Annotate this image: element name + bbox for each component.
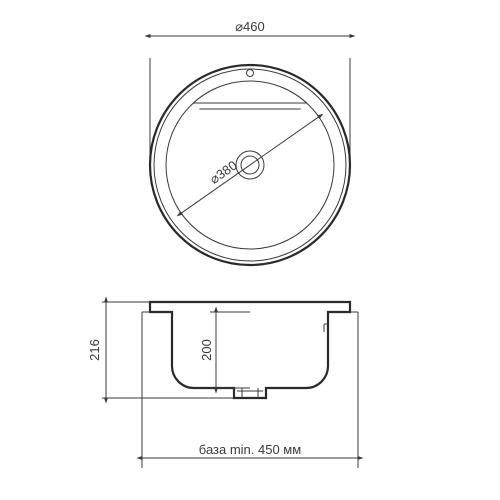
plan-view: [150, 36, 350, 265]
svg-text:⌀380: ⌀380: [207, 158, 240, 187]
technical-drawing: ⌀460 ⌀380 200 216 база min. 450 мм: [0, 0, 500, 500]
svg-text:база min. 450 мм: база min. 450 мм: [199, 442, 301, 457]
svg-text:200: 200: [199, 339, 214, 361]
svg-text:216: 216: [87, 339, 102, 361]
svg-text:⌀460: ⌀460: [235, 19, 265, 34]
